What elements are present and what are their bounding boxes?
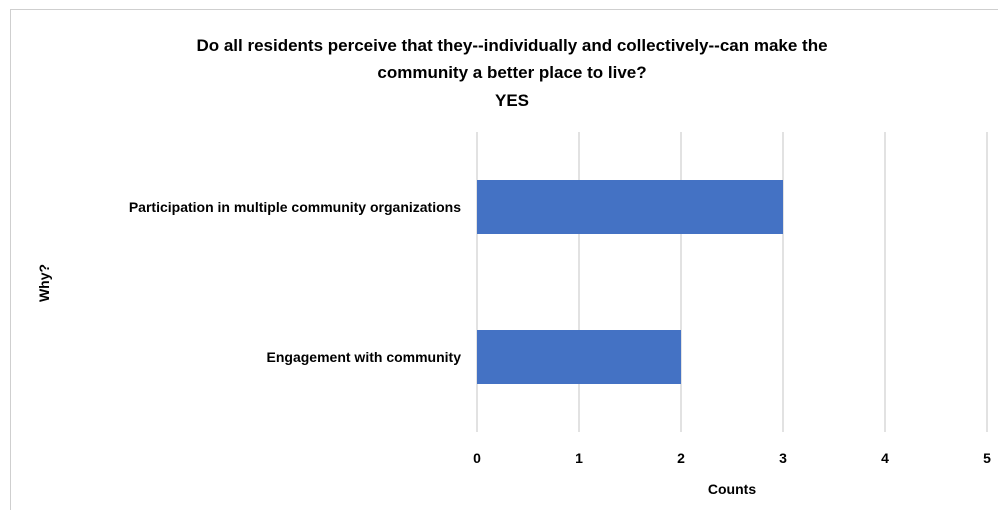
- category-label: Participation in multiple community orga…: [129, 199, 461, 215]
- chart-title-line-1: Do all residents perceive that they--ind…: [196, 36, 827, 55]
- x-tick-label: 5: [983, 450, 991, 466]
- chart-title-line-2: community a better place to live?: [377, 63, 646, 82]
- bars: [477, 180, 783, 384]
- chart-frame: [10, 9, 998, 510]
- x-tick-label: 2: [677, 450, 685, 466]
- chart-title: Do all residents perceive that they--ind…: [196, 36, 827, 110]
- bar: [477, 330, 681, 384]
- x-tick-label: 4: [881, 450, 889, 466]
- x-axis-title: Counts: [708, 481, 756, 497]
- x-tick-label: 1: [575, 450, 583, 466]
- x-tick-label: 3: [779, 450, 787, 466]
- chart-title-line-3: YES: [495, 91, 529, 110]
- category-label: Engagement with community: [267, 349, 462, 365]
- y-axis-title: Why?: [36, 264, 52, 302]
- x-tick-labels: 0 1 2 3 4 5: [473, 450, 991, 466]
- gridlines: [476, 132, 988, 432]
- category-labels: Participation in multiple community orga…: [129, 199, 461, 365]
- x-tick-label: 0: [473, 450, 481, 466]
- bar: [477, 180, 783, 234]
